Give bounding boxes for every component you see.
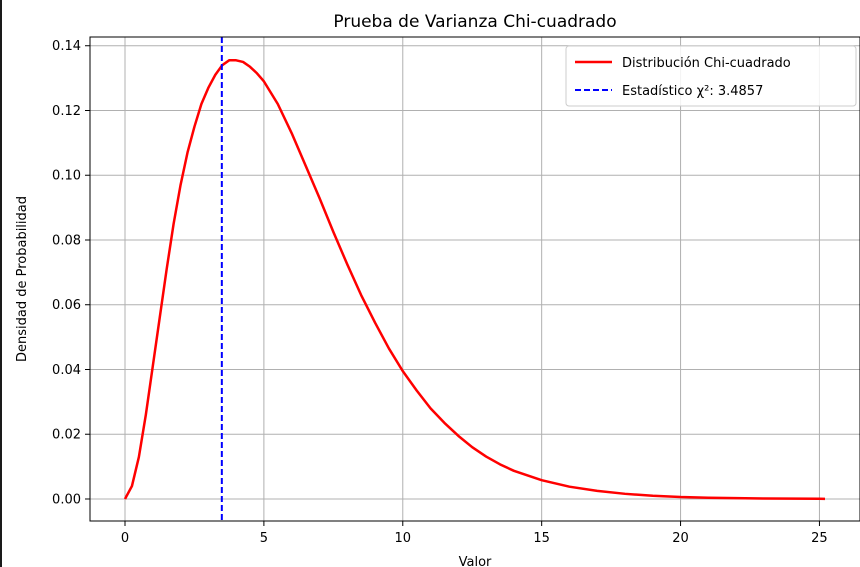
window-left-edge [0,0,2,567]
y-tick-label: 0.02 [52,428,81,443]
grid-lines [90,37,860,521]
y-tick-label: 0.08 [52,233,81,248]
legend-label-statistic: Estadístico χ²: 3.4857 [622,84,763,99]
legend: Distribución Chi-cuadrado Estadístico χ²… [565,45,857,107]
x-tick-label: 20 [672,531,689,546]
x-axis-label: Valor [459,555,492,567]
y-tick-label: 0.00 [52,492,81,507]
y-tick-label: 0.10 [52,169,81,184]
y-tick-label: 0.14 [52,39,81,54]
y-tick-label: 0.04 [52,363,81,378]
legend-box [565,45,857,107]
axis-ticks: 0 5 10 15 20 25 0.00 0.02 0.04 0.06 0.08 0.10 0.12 0.… [52,39,828,546]
y-axis-label: Densidad de Probabilidad [15,196,30,362]
x-tick-label: 15 [533,531,550,546]
y-tick-label: 0.12 [52,104,81,119]
plot-area-frame [89,36,860,522]
legend-label-chi-square: Distribución Chi-cuadrado [622,56,791,71]
x-tick-label: 0 [121,531,129,546]
chart-title: Prueba de Varianza Chi-cuadrado [333,12,616,32]
chi-square-distribution-curve [123,59,826,501]
x-tick-label: 10 [395,531,412,546]
y-tick-label: 0.06 [52,298,81,313]
x-tick-label: 25 [811,531,828,546]
plot-series [123,37,826,521]
x-tick-label: 5 [260,531,268,546]
